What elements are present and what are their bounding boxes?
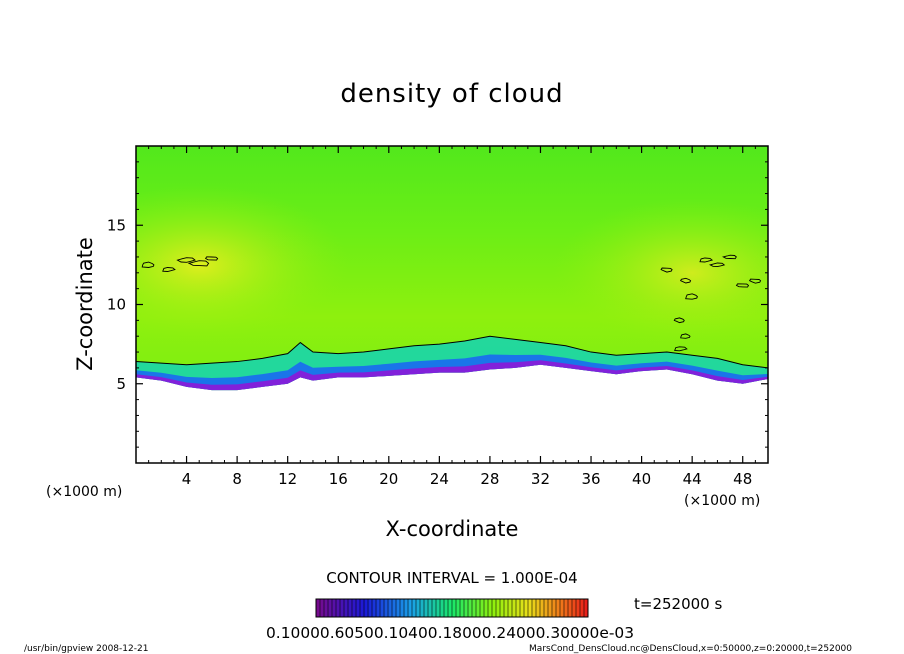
x-tick-label: 24: [430, 470, 449, 488]
contour-blob: [708, 262, 726, 268]
contour-blob: [748, 278, 762, 284]
x-tick-label: 12: [278, 470, 297, 488]
contour-blob: [204, 256, 219, 261]
x-tick-label: 20: [379, 470, 398, 488]
x-tick-label: 32: [531, 470, 550, 488]
x-tick-label: 44: [683, 470, 702, 488]
contour-blob: [141, 261, 155, 268]
contour-blob: [685, 293, 698, 300]
x-tick-label: 16: [329, 470, 348, 488]
contour-blob: [674, 346, 688, 352]
contour-blob: [679, 277, 692, 284]
colorbar-stripes: [319, 599, 585, 617]
contour-lines: [136, 254, 768, 369]
contour-blob: [680, 333, 691, 339]
footer-right: MarsCond_DensCloud.nc@DensCloud,x=0:5000…: [529, 644, 852, 654]
contour-interval: CONTOUR INTERVAL = 1.000E-04: [326, 569, 577, 587]
glow-right: [552, 197, 768, 348]
contour-line-base: [136, 335, 768, 369]
contour-blob: [735, 283, 750, 288]
x-tick-label: 48: [733, 470, 752, 488]
band-purple: [136, 360, 768, 391]
contour-blob: [673, 317, 685, 324]
contour-blob: [722, 254, 737, 260]
x-tick-label: 40: [632, 470, 651, 488]
contour-blob: [699, 257, 714, 263]
y-axis-label: Z-coordinate: [73, 237, 97, 371]
x-tick-label: 8: [232, 470, 242, 488]
chart-title: density of cloud: [340, 79, 563, 109]
glow-left: [136, 184, 350, 345]
x-unit-left: (×1000 m): [46, 484, 122, 500]
y-tick-label: 5: [116, 375, 126, 393]
contour-blob: [162, 267, 176, 272]
x-tick-label: 36: [581, 470, 600, 488]
contour-blob: [187, 260, 210, 267]
colorbar: [315, 598, 589, 618]
footer-left: /usr/bin/gpview 2008-12-21: [24, 644, 148, 654]
x-axis-ticks: 4 8 12 16 20 24 28 32 36 40 44 48: [148, 146, 756, 488]
y-tick-label: 15: [107, 216, 126, 234]
x-tick-label: 28: [480, 470, 499, 488]
time-label: t=252000 s: [634, 595, 722, 613]
y-tick-label: 10: [107, 296, 126, 314]
x-unit-right: (×1000 m): [684, 493, 760, 509]
x-axis-label: X-coordinate: [386, 517, 519, 541]
colorbar-labels: 0.10000.60500.10400.18000.24000.30000e-0…: [266, 624, 634, 642]
contour-blob: [660, 267, 673, 273]
x-tick-label: 4: [182, 470, 192, 488]
y-axis-ticks: 5 10 15: [107, 161, 768, 448]
heatmap-field: [136, 146, 768, 463]
contour-blob: [176, 257, 196, 263]
